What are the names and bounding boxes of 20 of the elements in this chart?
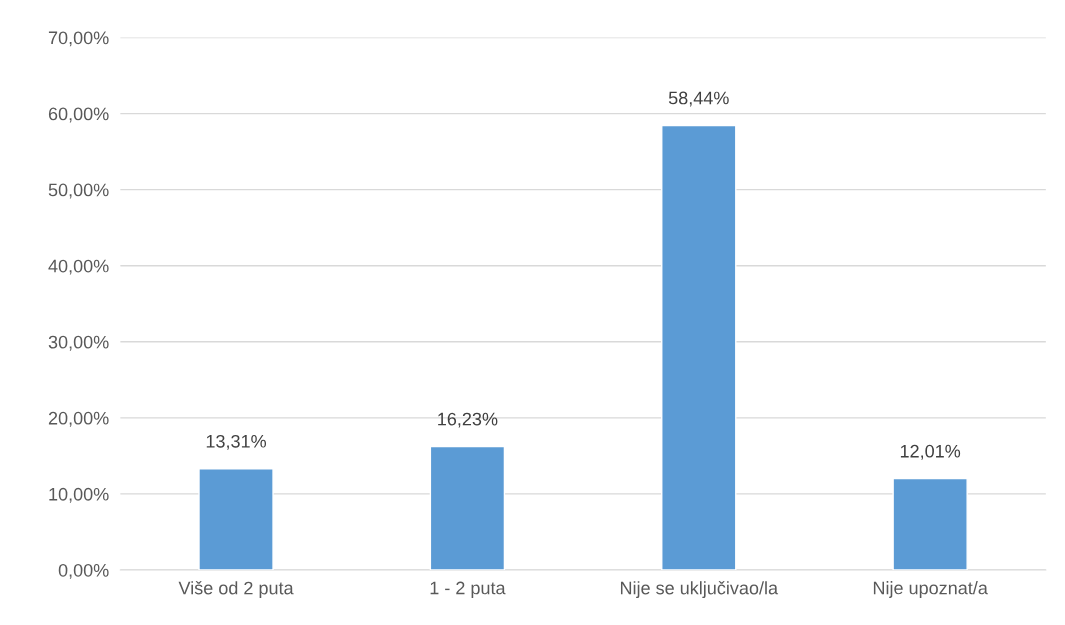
y-tick-label: 30,00% [48,335,109,351]
data-label: 13,31% [206,434,267,450]
bar [892,477,968,570]
bar [198,468,274,570]
y-tick-label: 10,00% [49,487,109,503]
y-tick-label: 60,00% [48,107,109,123]
data-label: 16,23% [438,412,498,428]
y-tick-label: 20,00% [48,411,109,427]
x-tick-label: Nije upoznat/a [873,581,988,598]
y-tick-label: 70,00% [48,31,109,47]
x-tick-label: Više od 2 puta [178,581,294,598]
bar [429,445,506,570]
data-label: 58,44% [668,91,729,107]
x-tick-label: 1 - 2 puta [430,581,506,598]
data-label: 12,01% [900,444,961,460]
y-tick-label: 0,00% [58,563,109,579]
bar [661,124,737,570]
x-tick-label: Nije se uključivao/la [620,581,779,598]
y-tick-label: 50,00% [48,183,109,199]
y-tick-label: 40,00% [48,259,109,275]
